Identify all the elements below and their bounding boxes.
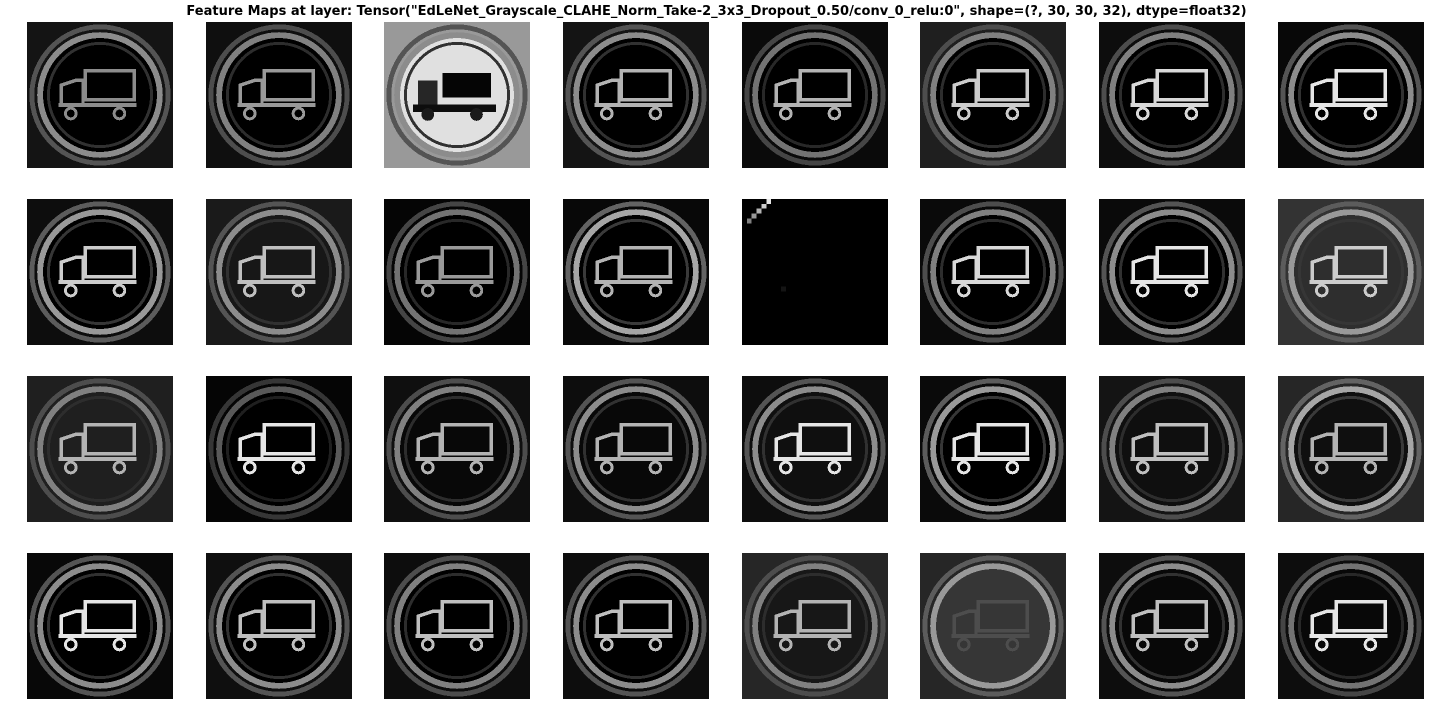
feature-map-15 <box>1099 199 1245 345</box>
feature-map-27 <box>384 553 530 699</box>
feature-map-5 <box>742 22 888 168</box>
feature-map-20 <box>563 376 709 522</box>
feature-map-4 <box>563 22 709 168</box>
feature-map-8 <box>1278 22 1424 168</box>
figure-title: Feature Maps at layer: Tensor("EdLeNet_G… <box>186 4 1247 19</box>
feature-map-6 <box>920 22 1066 168</box>
feature-map-29 <box>742 553 888 699</box>
feature-map-30 <box>920 553 1066 699</box>
feature-map-18 <box>206 376 352 522</box>
feature-map-2 <box>206 22 352 168</box>
feature-map-7 <box>1099 22 1245 168</box>
feature-map-17 <box>27 376 173 522</box>
feature-map-10 <box>206 199 352 345</box>
feature-map-3 <box>384 22 530 168</box>
feature-map-23 <box>1099 376 1245 522</box>
feature-map-31 <box>1099 553 1245 699</box>
feature-map-12 <box>563 199 709 345</box>
feature-map-22 <box>920 376 1066 522</box>
feature-map-1 <box>27 22 173 168</box>
feature-map-19 <box>384 376 530 522</box>
feature-map-24 <box>1278 376 1424 522</box>
feature-map-28 <box>563 553 709 699</box>
feature-map-32 <box>1278 553 1424 699</box>
feature-map-16 <box>1278 199 1424 345</box>
feature-map-14 <box>920 199 1066 345</box>
feature-map-9 <box>27 199 173 345</box>
feature-map-26 <box>206 553 352 699</box>
feature-map-13 <box>742 199 888 345</box>
feature-map-21 <box>742 376 888 522</box>
feature-map-25 <box>27 553 173 699</box>
feature-map-11 <box>384 199 530 345</box>
